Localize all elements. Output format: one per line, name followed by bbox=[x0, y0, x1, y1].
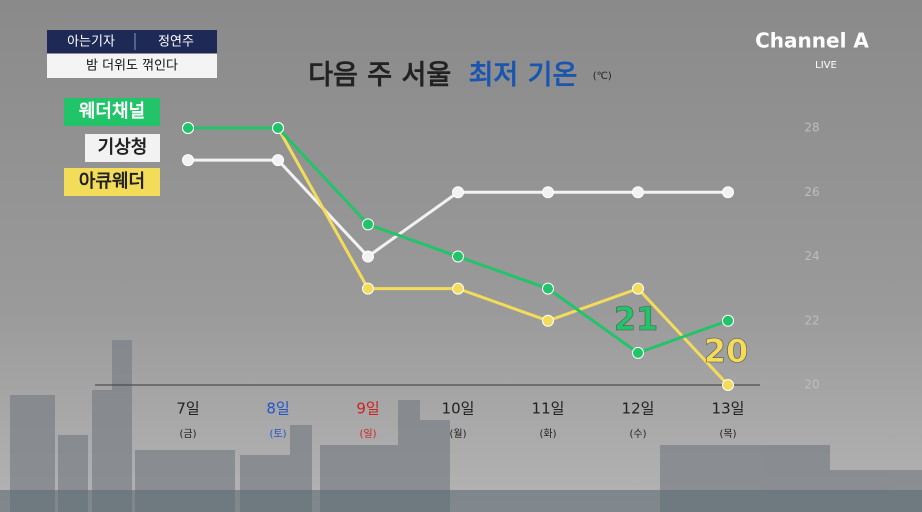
series-dot bbox=[722, 186, 734, 199]
title-unit: (℃) bbox=[593, 71, 612, 82]
series-dot bbox=[542, 314, 554, 327]
series-dot bbox=[272, 122, 284, 134]
reporter: 정연주 bbox=[158, 35, 194, 50]
series-dot bbox=[542, 186, 554, 199]
value-label: 21 bbox=[614, 300, 659, 338]
title-highlight: 최저 기온 bbox=[469, 60, 578, 91]
series-dot bbox=[452, 186, 464, 199]
live: LIVE bbox=[815, 60, 837, 71]
value-label: 20 bbox=[704, 332, 749, 370]
y-tick-label: 20 bbox=[804, 378, 819, 392]
segment-box bbox=[47, 30, 217, 53]
x-tick-label: 9일 bbox=[356, 400, 379, 418]
x-tick-sublabel: (월) bbox=[449, 428, 466, 440]
series-dot bbox=[182, 154, 194, 167]
series-dot bbox=[722, 379, 734, 391]
logo: Channel A bbox=[755, 29, 869, 53]
river bbox=[0, 490, 922, 512]
y-tick-label: 22 bbox=[804, 313, 819, 327]
legend-label: 기상청 bbox=[98, 137, 148, 158]
legend-box bbox=[64, 98, 160, 126]
legend-label: 아큐웨더 bbox=[79, 171, 145, 192]
series-dot bbox=[632, 186, 644, 199]
title: 다음 주 서울 최저 기온 (℃) bbox=[308, 60, 612, 91]
x-tick-sublabel: (수) bbox=[629, 428, 646, 440]
series-dot bbox=[362, 218, 374, 231]
x-tick-label: 13일 bbox=[712, 400, 745, 418]
headline: 밤 더위도 꺾인다 bbox=[86, 59, 178, 74]
x-tick-sublabel: (목) bbox=[719, 428, 736, 440]
x-tick-label: 10일 bbox=[442, 400, 475, 418]
x-tick-label: 8일 bbox=[266, 400, 289, 418]
x-tick-label: 12일 bbox=[622, 400, 655, 418]
x-tick-label: 11일 bbox=[532, 400, 565, 418]
y-tick-label: 26 bbox=[804, 185, 819, 199]
segment: 아는기자 bbox=[67, 35, 115, 50]
series-dot bbox=[632, 346, 644, 359]
title-main: 다음 주 서울 bbox=[308, 60, 451, 91]
headline-box bbox=[47, 54, 217, 78]
y-tick-label: 24 bbox=[804, 249, 819, 263]
x-tick-label: 7일 bbox=[176, 400, 199, 418]
series-dot bbox=[272, 154, 284, 167]
series-dot bbox=[722, 314, 734, 327]
series-dot bbox=[362, 250, 374, 263]
series-dot bbox=[632, 282, 644, 295]
series-dot bbox=[182, 122, 194, 134]
x-tick-sublabel: (토) bbox=[269, 429, 286, 440]
legend-label: 웨더채널 bbox=[79, 101, 145, 122]
series-dot bbox=[542, 282, 554, 295]
y-tick-label: 28 bbox=[804, 121, 819, 135]
legend-box bbox=[64, 168, 160, 196]
x-tick-sublabel: (화) bbox=[539, 428, 556, 440]
x-tick-sublabel: (금) bbox=[179, 428, 196, 440]
series-dot bbox=[452, 250, 464, 263]
series-dot bbox=[362, 282, 374, 295]
x-tick-sublabel: (일) bbox=[359, 428, 376, 440]
legend-box bbox=[85, 134, 160, 162]
series-dot bbox=[452, 282, 464, 295]
